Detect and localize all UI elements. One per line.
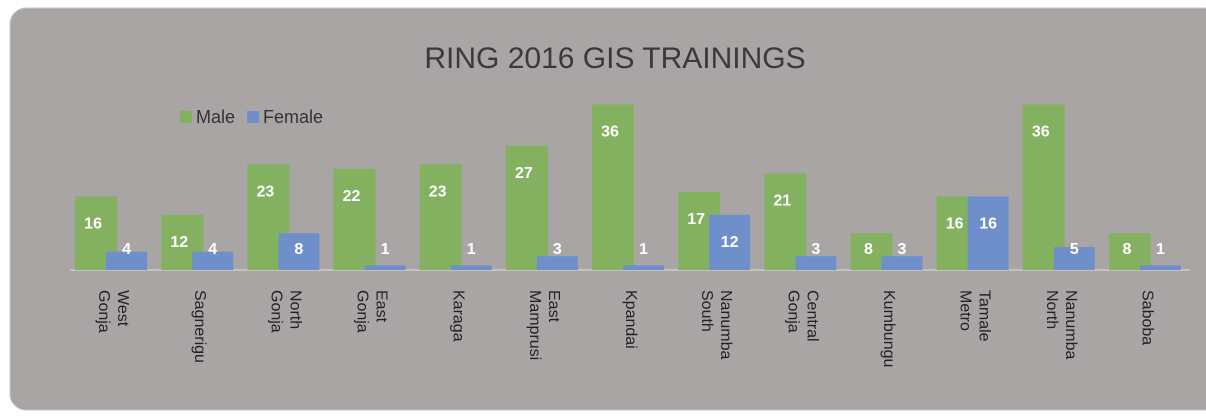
x-tick-label-group: CentralGonja bbox=[784, 290, 820, 342]
x-tick-label: Kpandai bbox=[622, 290, 639, 349]
x-tick-label-group: Saboba bbox=[1139, 290, 1156, 345]
x-tick-label: WestGonja bbox=[95, 290, 131, 333]
x-tick-label-group: Kpandai bbox=[622, 290, 639, 349]
bar bbox=[278, 233, 320, 270]
value-label: 1 bbox=[639, 241, 648, 258]
x-tick-label-group: EastMamprusi bbox=[526, 290, 562, 360]
value-label: 8 bbox=[294, 241, 303, 258]
value-label: 17 bbox=[687, 211, 705, 228]
value-label: 4 bbox=[122, 241, 131, 258]
x-tick-label: TamaleMetro bbox=[956, 290, 992, 342]
x-tick-label-group: Sagnerigu bbox=[191, 290, 208, 363]
bar bbox=[1053, 247, 1095, 270]
bar bbox=[764, 173, 807, 270]
legend-swatch bbox=[247, 111, 260, 123]
bar bbox=[1108, 233, 1151, 270]
value-label: 1 bbox=[381, 241, 390, 258]
x-tick-label-group: Kumbungu bbox=[880, 290, 897, 367]
bar bbox=[106, 251, 148, 270]
bar bbox=[1022, 104, 1065, 271]
value-label: 21 bbox=[773, 193, 791, 210]
bar bbox=[709, 214, 751, 270]
value-label: 12 bbox=[721, 234, 739, 251]
legend-label: Female bbox=[263, 107, 323, 127]
chart-title: RING 2016 GIS TRAININGS bbox=[424, 42, 805, 75]
bar bbox=[450, 265, 492, 270]
x-tick-label: Karaga bbox=[449, 290, 466, 342]
value-label: 23 bbox=[256, 183, 274, 200]
value-label: 4 bbox=[208, 241, 217, 258]
x-tick-label: EastMamprusi bbox=[526, 290, 562, 360]
x-tick-label: Sagnerigu bbox=[191, 290, 208, 363]
x-tick-label-group: NanumbaNorth bbox=[1043, 290, 1079, 359]
value-label: 23 bbox=[429, 183, 447, 200]
value-label: 1 bbox=[1156, 241, 1165, 258]
value-label: 36 bbox=[601, 124, 619, 141]
value-label: 16 bbox=[84, 216, 102, 233]
x-tick-label-group: NorthGonja bbox=[267, 290, 303, 333]
bar bbox=[505, 145, 548, 270]
legend-swatch bbox=[180, 111, 192, 123]
value-label: 12 bbox=[170, 234, 188, 251]
value-label: 36 bbox=[1032, 124, 1050, 141]
x-tick-label: Saboba bbox=[1139, 290, 1156, 345]
value-label: 16 bbox=[979, 216, 997, 233]
x-tick-label: NorthGonja bbox=[267, 290, 303, 333]
value-label: 3 bbox=[898, 241, 907, 258]
x-tick-label: NanumbaNorth bbox=[1043, 290, 1079, 359]
value-label: 3 bbox=[811, 241, 820, 258]
x-tick-label: EastGonja bbox=[353, 290, 389, 333]
value-label: 8 bbox=[864, 241, 873, 258]
x-tick-label-group: TamaleMetro bbox=[956, 290, 992, 342]
x-tick-label-group: Karaga bbox=[449, 290, 466, 342]
bar bbox=[795, 256, 837, 270]
bar bbox=[192, 251, 234, 270]
x-tick-label-group: NanumbaSouth bbox=[698, 290, 734, 359]
x-tick-label-group: EastGonja bbox=[353, 290, 389, 333]
x-tick-label: Kumbungu bbox=[880, 290, 897, 367]
bar bbox=[1139, 265, 1181, 270]
value-label: 22 bbox=[343, 188, 361, 205]
bar bbox=[419, 164, 462, 270]
x-tick-label: CentralGonja bbox=[784, 290, 820, 342]
value-label: 1 bbox=[467, 241, 476, 258]
value-label: 5 bbox=[1070, 241, 1079, 258]
x-tick-label: NanumbaSouth bbox=[698, 290, 734, 359]
bar bbox=[333, 168, 376, 270]
bar bbox=[536, 256, 578, 270]
x-tick-label-group: WestGonja bbox=[95, 290, 131, 333]
legend-label: Male bbox=[196, 107, 235, 127]
value-label: 3 bbox=[553, 241, 562, 258]
value-label: 16 bbox=[946, 216, 964, 233]
bar bbox=[881, 256, 923, 270]
value-label: 8 bbox=[1122, 241, 1131, 258]
bar bbox=[967, 196, 1009, 270]
value-label: 27 bbox=[515, 165, 533, 182]
bar bbox=[364, 265, 406, 270]
bar bbox=[592, 104, 634, 271]
bar bbox=[623, 265, 664, 270]
